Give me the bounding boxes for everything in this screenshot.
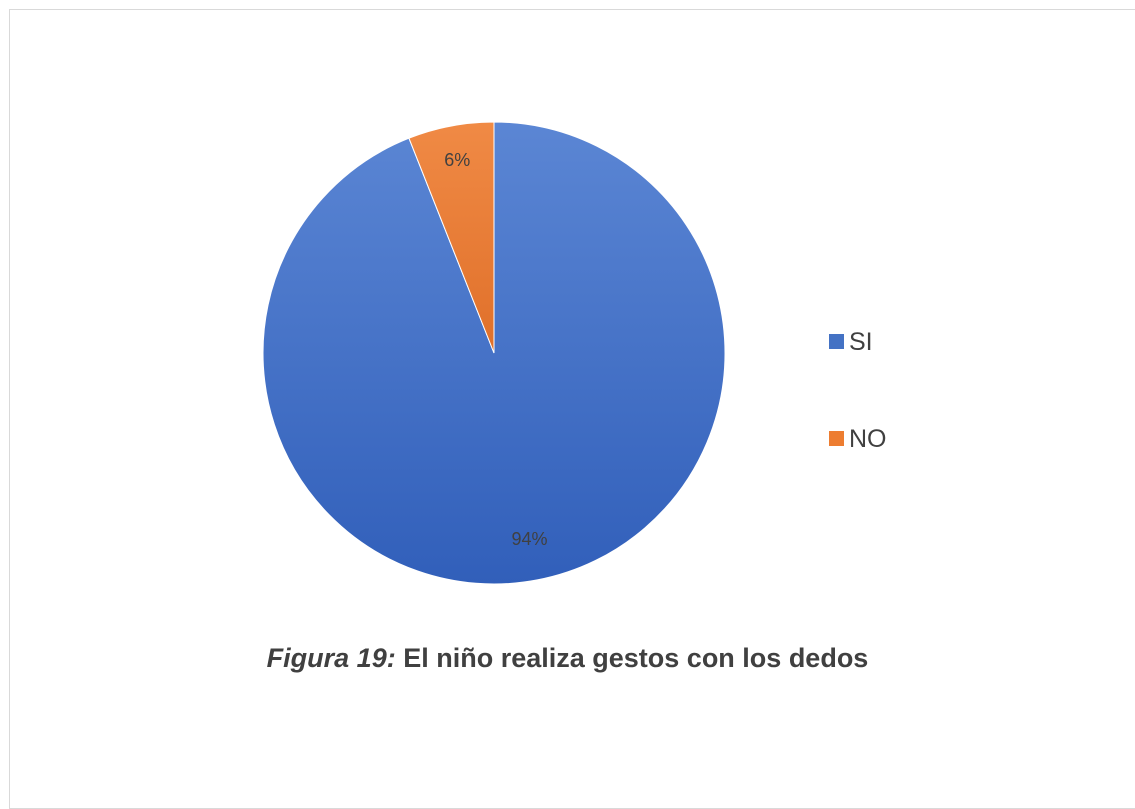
legend-label-no: NO [849,425,887,453]
legend-label-si: SI [849,328,873,356]
legend-swatch-si [829,334,844,349]
pie-data-labels: 94% 6% [444,150,547,549]
caption-title: El niño realiza gestos con los dedos [403,643,869,673]
pie-slice-si [262,121,726,585]
pie-slices [262,121,726,585]
data-label-si: 94% [511,529,547,549]
legend-swatch-no [829,431,844,446]
legend: SI NO [829,328,887,453]
figure-caption: Figura 19: El niño realiza gestos con lo… [0,643,1135,674]
pie-slice-no [408,121,495,354]
data-label-no: 6% [444,150,470,170]
caption-figure-number: Figura 19: [266,643,396,673]
